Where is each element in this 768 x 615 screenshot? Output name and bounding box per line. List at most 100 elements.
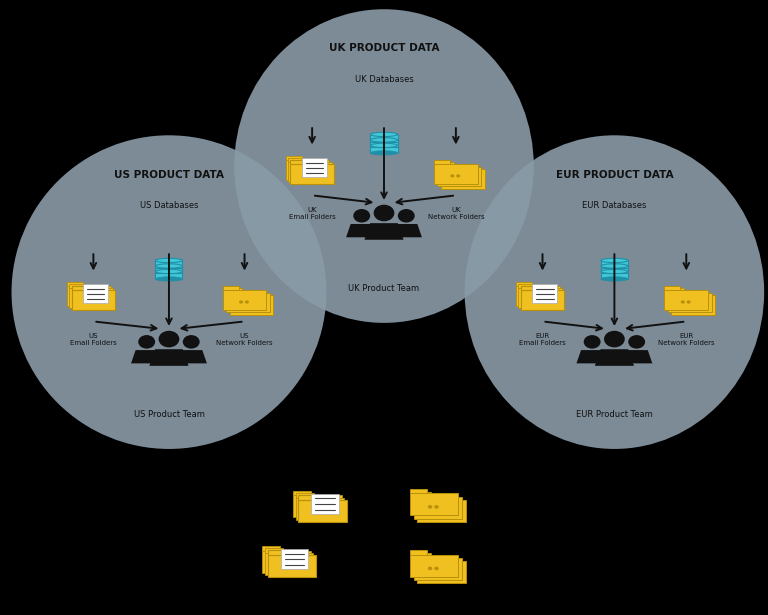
Ellipse shape bbox=[234, 9, 534, 323]
FancyBboxPatch shape bbox=[290, 164, 334, 184]
FancyBboxPatch shape bbox=[414, 554, 432, 558]
FancyBboxPatch shape bbox=[671, 292, 687, 295]
FancyBboxPatch shape bbox=[263, 551, 311, 573]
FancyBboxPatch shape bbox=[434, 164, 478, 184]
Circle shape bbox=[687, 300, 690, 304]
FancyBboxPatch shape bbox=[83, 285, 108, 303]
FancyBboxPatch shape bbox=[296, 498, 344, 520]
Text: UK
Email Folders: UK Email Folders bbox=[289, 207, 336, 220]
Circle shape bbox=[353, 209, 370, 223]
FancyBboxPatch shape bbox=[69, 288, 113, 308]
FancyBboxPatch shape bbox=[409, 555, 458, 577]
FancyBboxPatch shape bbox=[370, 145, 398, 153]
Circle shape bbox=[434, 505, 439, 509]
Polygon shape bbox=[131, 350, 162, 363]
FancyBboxPatch shape bbox=[434, 159, 450, 164]
FancyBboxPatch shape bbox=[370, 135, 398, 142]
FancyBboxPatch shape bbox=[71, 285, 88, 290]
Circle shape bbox=[398, 209, 415, 223]
Text: US PRODUCT DATA: US PRODUCT DATA bbox=[114, 170, 224, 180]
FancyBboxPatch shape bbox=[664, 290, 708, 310]
FancyBboxPatch shape bbox=[668, 293, 712, 312]
Circle shape bbox=[373, 205, 395, 221]
Circle shape bbox=[159, 331, 179, 347]
Text: UK Databases: UK Databases bbox=[355, 75, 413, 84]
FancyBboxPatch shape bbox=[230, 292, 246, 295]
Text: US Product Team: US Product Team bbox=[134, 410, 204, 419]
FancyBboxPatch shape bbox=[298, 495, 316, 499]
Circle shape bbox=[138, 335, 155, 349]
FancyBboxPatch shape bbox=[155, 261, 183, 268]
FancyBboxPatch shape bbox=[263, 546, 280, 551]
Polygon shape bbox=[176, 350, 207, 363]
FancyBboxPatch shape bbox=[302, 159, 326, 177]
Text: UK Product Team: UK Product Team bbox=[349, 284, 419, 293]
FancyBboxPatch shape bbox=[71, 290, 115, 310]
FancyBboxPatch shape bbox=[671, 295, 715, 315]
Ellipse shape bbox=[12, 135, 326, 449]
FancyBboxPatch shape bbox=[293, 491, 311, 496]
Polygon shape bbox=[346, 224, 377, 237]
Ellipse shape bbox=[601, 264, 628, 268]
Polygon shape bbox=[621, 350, 652, 363]
Circle shape bbox=[584, 335, 601, 349]
FancyBboxPatch shape bbox=[521, 285, 537, 290]
FancyBboxPatch shape bbox=[268, 555, 316, 577]
Polygon shape bbox=[594, 349, 634, 366]
FancyBboxPatch shape bbox=[298, 499, 346, 522]
FancyBboxPatch shape bbox=[288, 157, 304, 162]
Circle shape bbox=[456, 174, 460, 178]
Ellipse shape bbox=[601, 269, 628, 274]
Circle shape bbox=[450, 174, 455, 178]
Ellipse shape bbox=[370, 132, 398, 137]
Ellipse shape bbox=[155, 269, 183, 274]
FancyBboxPatch shape bbox=[668, 288, 684, 293]
Text: EUR
Network Folders: EUR Network Folders bbox=[658, 333, 714, 346]
FancyBboxPatch shape bbox=[155, 266, 183, 274]
Text: EUR PRODUCT DATA: EUR PRODUCT DATA bbox=[555, 170, 674, 180]
FancyBboxPatch shape bbox=[441, 165, 457, 169]
FancyBboxPatch shape bbox=[67, 282, 83, 286]
FancyBboxPatch shape bbox=[370, 140, 398, 148]
FancyBboxPatch shape bbox=[601, 271, 628, 279]
FancyBboxPatch shape bbox=[532, 285, 557, 303]
FancyBboxPatch shape bbox=[438, 167, 482, 186]
FancyBboxPatch shape bbox=[296, 493, 313, 498]
Circle shape bbox=[428, 566, 432, 570]
Text: UK PRODUCT DATA: UK PRODUCT DATA bbox=[329, 44, 439, 54]
Ellipse shape bbox=[601, 277, 628, 281]
Circle shape bbox=[428, 505, 432, 509]
Text: EUR Databases: EUR Databases bbox=[582, 201, 647, 210]
FancyBboxPatch shape bbox=[290, 159, 306, 164]
Text: US Databases: US Databases bbox=[140, 201, 198, 210]
FancyBboxPatch shape bbox=[223, 285, 239, 290]
Polygon shape bbox=[364, 223, 403, 240]
Ellipse shape bbox=[155, 258, 183, 263]
FancyBboxPatch shape bbox=[601, 261, 628, 268]
FancyBboxPatch shape bbox=[438, 162, 454, 167]
Circle shape bbox=[183, 335, 200, 349]
Polygon shape bbox=[577, 350, 607, 363]
FancyBboxPatch shape bbox=[418, 557, 435, 561]
Ellipse shape bbox=[155, 264, 183, 268]
FancyBboxPatch shape bbox=[414, 558, 462, 580]
FancyBboxPatch shape bbox=[664, 285, 680, 290]
FancyBboxPatch shape bbox=[521, 290, 564, 310]
FancyBboxPatch shape bbox=[414, 496, 462, 518]
Ellipse shape bbox=[370, 138, 398, 142]
Ellipse shape bbox=[370, 151, 398, 155]
FancyBboxPatch shape bbox=[286, 156, 302, 160]
FancyBboxPatch shape bbox=[288, 162, 332, 182]
FancyBboxPatch shape bbox=[226, 288, 242, 293]
FancyBboxPatch shape bbox=[265, 548, 283, 553]
FancyBboxPatch shape bbox=[601, 266, 628, 274]
FancyBboxPatch shape bbox=[280, 549, 308, 569]
Circle shape bbox=[239, 300, 243, 304]
FancyBboxPatch shape bbox=[293, 496, 342, 517]
Text: EUR Product Team: EUR Product Team bbox=[576, 410, 653, 419]
Ellipse shape bbox=[155, 277, 183, 281]
FancyBboxPatch shape bbox=[265, 553, 313, 575]
FancyBboxPatch shape bbox=[516, 286, 560, 306]
Ellipse shape bbox=[465, 135, 764, 449]
Text: US
Network Folders: US Network Folders bbox=[217, 333, 273, 346]
